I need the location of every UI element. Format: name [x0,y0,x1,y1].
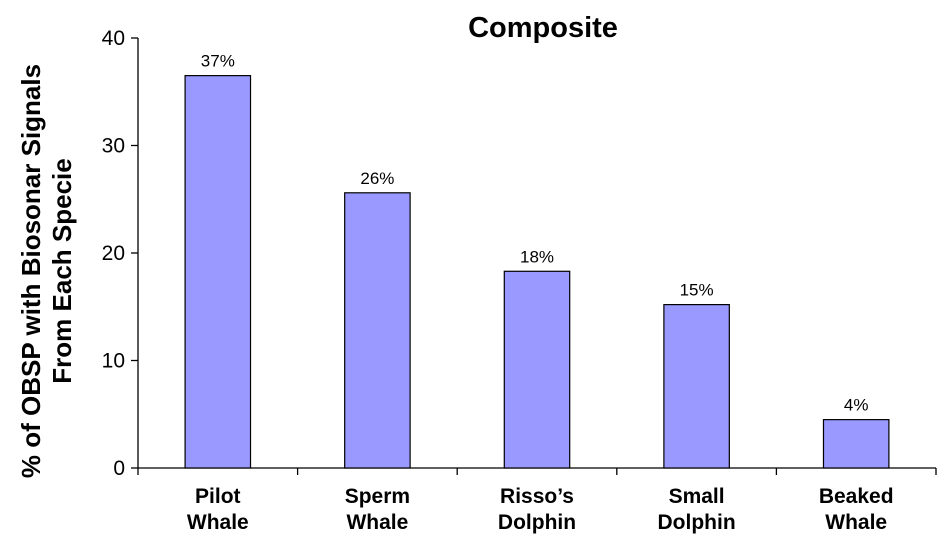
y-axis-label: % of OBSP with Biosonar Signals From Eac… [16,64,77,478]
bars [184,75,890,469]
bar [344,192,411,469]
data-labels: 37% 26% 18% 15% 4% [201,52,869,415]
bar [503,270,571,469]
y-tick-label: 0 [113,457,125,480]
data-label: 37% [201,52,235,71]
bar [184,75,252,469]
category-label: Beaked [819,485,894,508]
category-label: Whale [346,511,408,534]
category-label: Pilot [195,485,241,508]
y-axis-label-line-1: % of OBSP with Biosonar Signals [16,64,46,478]
category-label: Dolphin [498,511,576,534]
category-label: Risso’s [500,485,574,508]
data-label: 15% [680,281,714,300]
data-label: 4% [844,396,869,415]
bar [822,419,890,469]
category-label: Whale [825,511,887,534]
bar [663,304,730,469]
chart-title: Composite [468,12,618,44]
category-label: Small [669,485,725,508]
category-label: Sperm [345,485,410,508]
y-tick-label: 40 [102,27,125,50]
y-axis-label-line-2: From Each Specie [47,158,77,383]
y-tick-label: 30 [102,135,125,158]
category-label: Whale [187,511,249,534]
y-tick-label: 20 [102,242,125,265]
data-label: 18% [520,247,554,266]
y-tick-label: 10 [102,350,125,373]
axes: 0 10 20 30 40 [102,27,937,480]
category-label: Dolphin [658,511,736,534]
category-labels: Pilot Whale Sperm Whale Risso’s Dolphin Small D… [187,485,894,534]
data-label: 26% [360,169,394,188]
